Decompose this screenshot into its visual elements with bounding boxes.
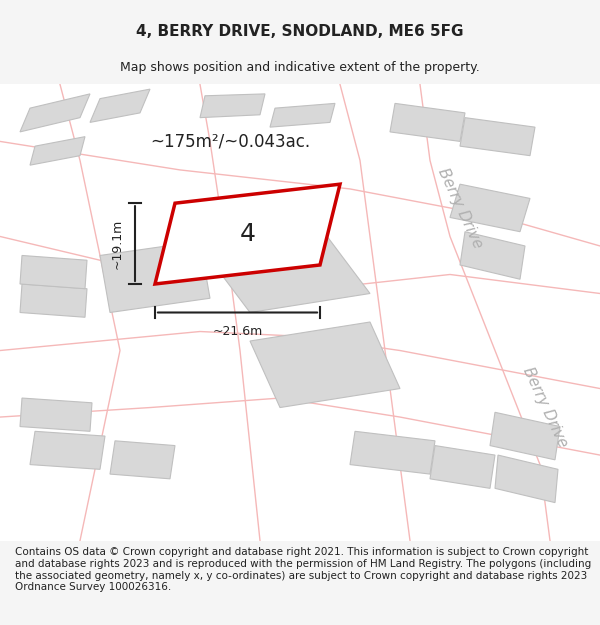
Polygon shape (30, 431, 105, 469)
Polygon shape (30, 137, 85, 165)
Polygon shape (100, 241, 210, 312)
Polygon shape (490, 412, 560, 460)
Polygon shape (20, 398, 92, 431)
Polygon shape (270, 103, 335, 127)
Text: ~21.6m: ~21.6m (212, 325, 263, 338)
Polygon shape (495, 455, 558, 503)
Text: Berry Drive: Berry Drive (435, 166, 485, 251)
Polygon shape (390, 103, 465, 141)
Polygon shape (200, 227, 370, 312)
Text: Contains OS data © Crown copyright and database right 2021. This information is : Contains OS data © Crown copyright and d… (15, 548, 591, 592)
Polygon shape (450, 184, 530, 232)
Polygon shape (430, 446, 495, 488)
Polygon shape (350, 431, 435, 474)
Polygon shape (90, 89, 150, 122)
Text: ~19.1m: ~19.1m (110, 219, 124, 269)
Polygon shape (110, 441, 175, 479)
Polygon shape (460, 118, 535, 156)
Polygon shape (155, 184, 340, 284)
Text: Map shows position and indicative extent of the property.: Map shows position and indicative extent… (120, 61, 480, 74)
Text: 4, BERRY DRIVE, SNODLAND, ME6 5FG: 4, BERRY DRIVE, SNODLAND, ME6 5FG (136, 24, 464, 39)
Polygon shape (200, 94, 265, 118)
Text: ~175m²/~0.043ac.: ~175m²/~0.043ac. (150, 132, 310, 151)
Text: 4: 4 (239, 222, 256, 246)
Text: Berry Drive: Berry Drive (520, 365, 570, 450)
Polygon shape (460, 232, 525, 279)
Polygon shape (250, 322, 400, 408)
Polygon shape (20, 284, 87, 318)
Polygon shape (20, 94, 90, 132)
Polygon shape (20, 256, 87, 289)
